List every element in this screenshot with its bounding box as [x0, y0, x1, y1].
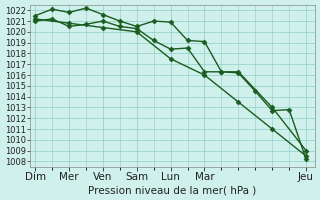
X-axis label: Pression niveau de la mer( hPa ): Pression niveau de la mer( hPa ): [88, 185, 256, 195]
